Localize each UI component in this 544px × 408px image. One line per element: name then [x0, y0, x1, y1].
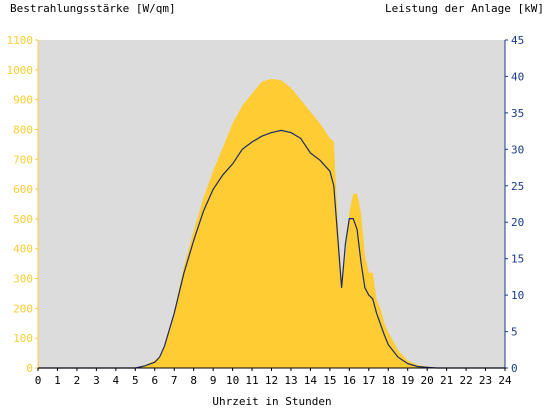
x-tick-label: 23	[479, 374, 492, 387]
x-tick-label: 12	[265, 374, 278, 387]
irradiance-area	[38, 78, 505, 369]
x-tick-label: 22	[459, 374, 472, 387]
right-tick-label: 5	[511, 326, 518, 339]
right-tick-label: 30	[511, 143, 524, 156]
right-tick-label: 35	[511, 107, 524, 120]
x-tick-label: 19	[401, 374, 414, 387]
left-tick-label: 200	[13, 302, 33, 315]
right-tick-label: 25	[511, 180, 524, 193]
x-tick-label: 4	[113, 374, 120, 387]
left-tick-label: 400	[13, 243, 33, 256]
x-tick-label: 1	[54, 374, 61, 387]
x-tick-label: 20	[421, 374, 434, 387]
x-tick-label: 16	[343, 374, 356, 387]
x-tick-label: 11	[245, 374, 258, 387]
right-tick-label: 20	[511, 216, 524, 229]
x-axis-title: Uhrzeit in Stunden	[212, 395, 332, 408]
left-tick-label: 500	[13, 213, 33, 226]
x-tick-label: 5	[132, 374, 139, 387]
right-tick-label: 15	[511, 253, 524, 266]
x-tick-label: 3	[93, 374, 100, 387]
x-tick-label: 13	[284, 374, 297, 387]
x-tick-label: 17	[362, 374, 375, 387]
x-tick-label: 10	[226, 374, 239, 387]
left-tick-label: 600	[13, 183, 33, 196]
axes-layer: 0100200300400500600700800900100011000510…	[7, 34, 525, 387]
x-tick-label: 15	[323, 374, 336, 387]
x-tick-label: 14	[304, 374, 318, 387]
x-tick-label: 0	[35, 374, 42, 387]
left-axis-title: Bestrahlungsstärke [W/qm]	[10, 2, 176, 15]
left-tick-label: 900	[13, 94, 33, 107]
x-tick-label: 18	[382, 374, 395, 387]
left-tick-label: 700	[13, 153, 33, 166]
left-tick-label: 800	[13, 123, 33, 136]
x-tick-label: 24	[498, 374, 512, 387]
power-line	[38, 129, 505, 369]
right-tick-label: 45	[511, 34, 524, 47]
right-tick-label: 10	[511, 289, 524, 302]
left-tick-label: 300	[13, 273, 33, 286]
left-tick-label: 0	[26, 362, 33, 375]
left-tick-label: 1000	[7, 64, 34, 77]
series-layer	[38, 78, 505, 369]
x-tick-label: 9	[210, 374, 217, 387]
right-tick-label: 40	[511, 70, 524, 83]
x-tick-label: 2	[74, 374, 81, 387]
x-tick-label: 7	[171, 374, 178, 387]
x-tick-label: 8	[190, 374, 197, 387]
right-tick-label: 0	[511, 362, 518, 375]
x-tick-label: 6	[151, 374, 158, 387]
right-axis-title: Leistung der Anlage [kW]	[385, 2, 544, 15]
left-tick-label: 100	[13, 332, 33, 345]
x-tick-label: 21	[440, 374, 453, 387]
left-tick-label: 1100	[7, 34, 34, 47]
